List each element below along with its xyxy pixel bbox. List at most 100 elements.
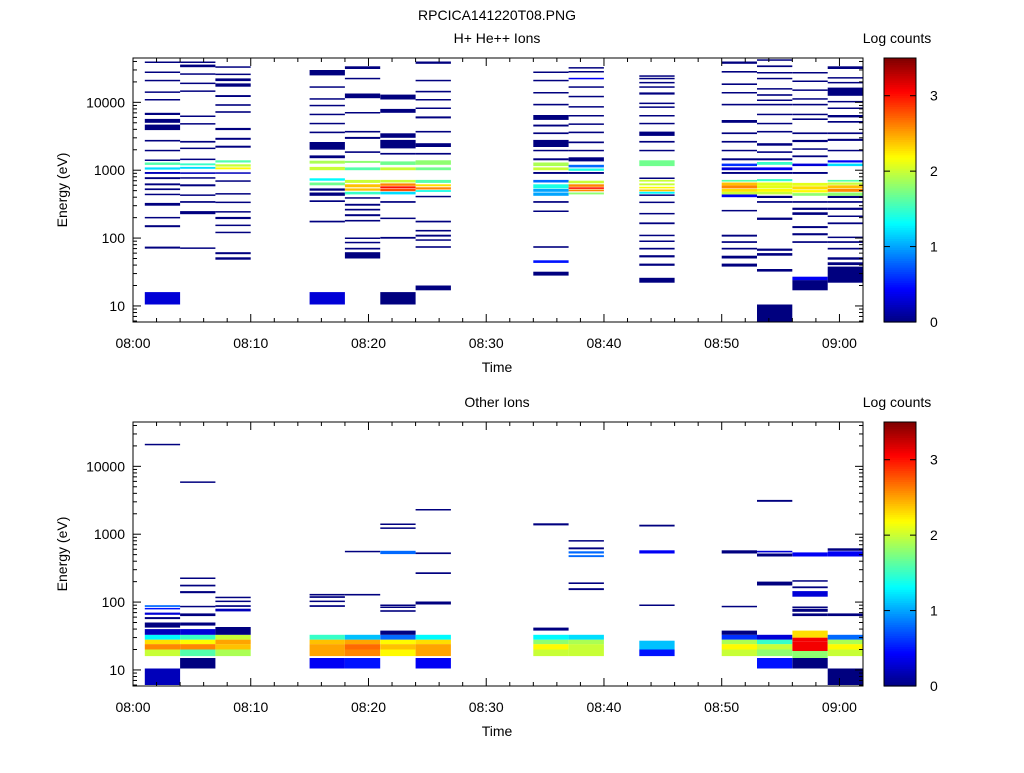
colorbar-segment <box>884 62 916 66</box>
bottom-y-axis-label: Energy (eV) <box>54 517 70 592</box>
heatmap-cell <box>180 73 216 75</box>
heatmap-cell <box>639 140 675 143</box>
colorbar-segment <box>884 470 916 474</box>
heatmap-cell <box>533 627 569 631</box>
heatmap-cell <box>180 158 216 161</box>
colorbar-tick-label: 0 <box>930 314 938 330</box>
colorbar-segment <box>884 628 916 632</box>
heatmap-cell <box>721 191 757 195</box>
heatmap-cell <box>721 630 757 635</box>
heatmap-cell <box>309 634 345 640</box>
colorbar-segment <box>884 115 916 118</box>
colorbar-segment <box>884 102 916 105</box>
heatmap-cell <box>568 86 604 88</box>
colorbar-segment <box>884 584 916 588</box>
heatmap-cell <box>144 193 181 196</box>
heatmap-cell <box>415 639 451 645</box>
heatmap-cell <box>215 252 251 255</box>
heatmap-cell <box>639 191 675 194</box>
heatmap-cell <box>721 103 757 106</box>
colorbar-segment <box>884 170 916 173</box>
heatmap-cell <box>757 649 793 657</box>
heatmap-cell <box>827 222 863 225</box>
heatmap-cell <box>344 550 381 553</box>
heatmap-cell <box>568 141 604 144</box>
heatmap-cell <box>144 639 181 645</box>
heatmap-cell <box>180 184 216 187</box>
top-x-axis-label: Time <box>482 359 513 375</box>
colorbar-segment <box>884 306 916 310</box>
colorbar-segment <box>884 466 916 469</box>
heatmap-cell <box>180 584 216 587</box>
colorbar-segment <box>884 424 916 427</box>
heatmap-cell <box>144 649 181 657</box>
heatmap-cell <box>380 108 416 113</box>
y-tick-label: 1000 <box>94 162 125 178</box>
bottom-plot-area: 08:00 08:10 08:20 08:30 08:40 08:50 09:0010100… <box>86 421 938 715</box>
colorbar-segment <box>884 218 916 222</box>
heatmap-cell <box>309 639 345 645</box>
heatmap-cell <box>380 167 416 171</box>
colorbar-segment <box>884 635 916 639</box>
heatmap-cell <box>533 246 569 248</box>
heatmap-cell <box>721 92 757 94</box>
heatmap-cell <box>380 188 416 192</box>
colorbar-segment <box>884 490 916 493</box>
heatmap-cell <box>721 149 757 152</box>
heatmap-cell <box>344 130 381 133</box>
heatmap-cell <box>533 149 569 152</box>
colorbar-segment <box>884 512 916 515</box>
heatmap-cell <box>721 83 757 85</box>
colorbar-segment <box>884 194 916 198</box>
heatmap-cell <box>757 65 793 68</box>
heatmap-cell <box>792 212 828 215</box>
heatmap-cell <box>533 79 569 82</box>
heatmap-cell <box>568 123 604 125</box>
colorbar-segment <box>884 681 916 685</box>
colorbar-segment <box>884 538 916 542</box>
heatmap-cell <box>380 236 416 239</box>
colorbar-segment <box>884 297 916 301</box>
bottom-colorbar-label: Log counts <box>863 394 932 410</box>
heatmap-cell <box>380 634 416 640</box>
heatmap-cell <box>215 73 251 76</box>
colorbar-segment <box>884 91 916 94</box>
colorbar-segment <box>884 683 916 687</box>
heatmap-cell <box>792 226 828 229</box>
heatmap-cell <box>533 639 569 645</box>
heatmap-cell <box>827 192 863 196</box>
heatmap-cell <box>415 220 451 223</box>
heatmap-cell <box>180 147 216 150</box>
heatmap-cell <box>380 186 416 189</box>
heatmap-cell <box>144 622 181 628</box>
heatmap-cell <box>568 588 604 591</box>
colorbar-segment <box>884 536 916 540</box>
heatmap-cell <box>215 95 251 97</box>
colorbar-segment <box>884 192 916 195</box>
colorbar-segment <box>884 247 916 250</box>
heatmap-cell <box>568 67 604 69</box>
colorbar-segment <box>884 450 916 454</box>
colorbar-segment <box>884 313 916 316</box>
heatmap-cell <box>827 644 863 650</box>
colorbar-segment <box>884 609 916 612</box>
colorbar-segment <box>884 514 916 518</box>
heatmap-cell <box>415 187 451 190</box>
heatmap-cell <box>309 600 345 603</box>
colorbar-segment <box>884 611 916 614</box>
colorbar-segment <box>884 108 916 112</box>
heatmap-cell <box>792 637 828 642</box>
colorbar-segment <box>884 472 916 476</box>
heatmap-cell <box>792 280 828 286</box>
top-panel: H+ He++ Ions Log counts 08:00 08:10 08:20 0… <box>54 30 938 375</box>
heatmap-cell <box>415 99 451 101</box>
colorbar-segment <box>884 525 916 529</box>
heatmap-cell <box>415 649 451 657</box>
heatmap-cell <box>144 202 181 206</box>
colorbar-segment <box>884 280 916 283</box>
colorbar-segment <box>884 119 916 123</box>
heatmap-cell <box>827 639 863 645</box>
heatmap-cell <box>144 149 181 152</box>
heatmap-cell <box>639 102 675 105</box>
heatmap-cell <box>639 277 675 283</box>
